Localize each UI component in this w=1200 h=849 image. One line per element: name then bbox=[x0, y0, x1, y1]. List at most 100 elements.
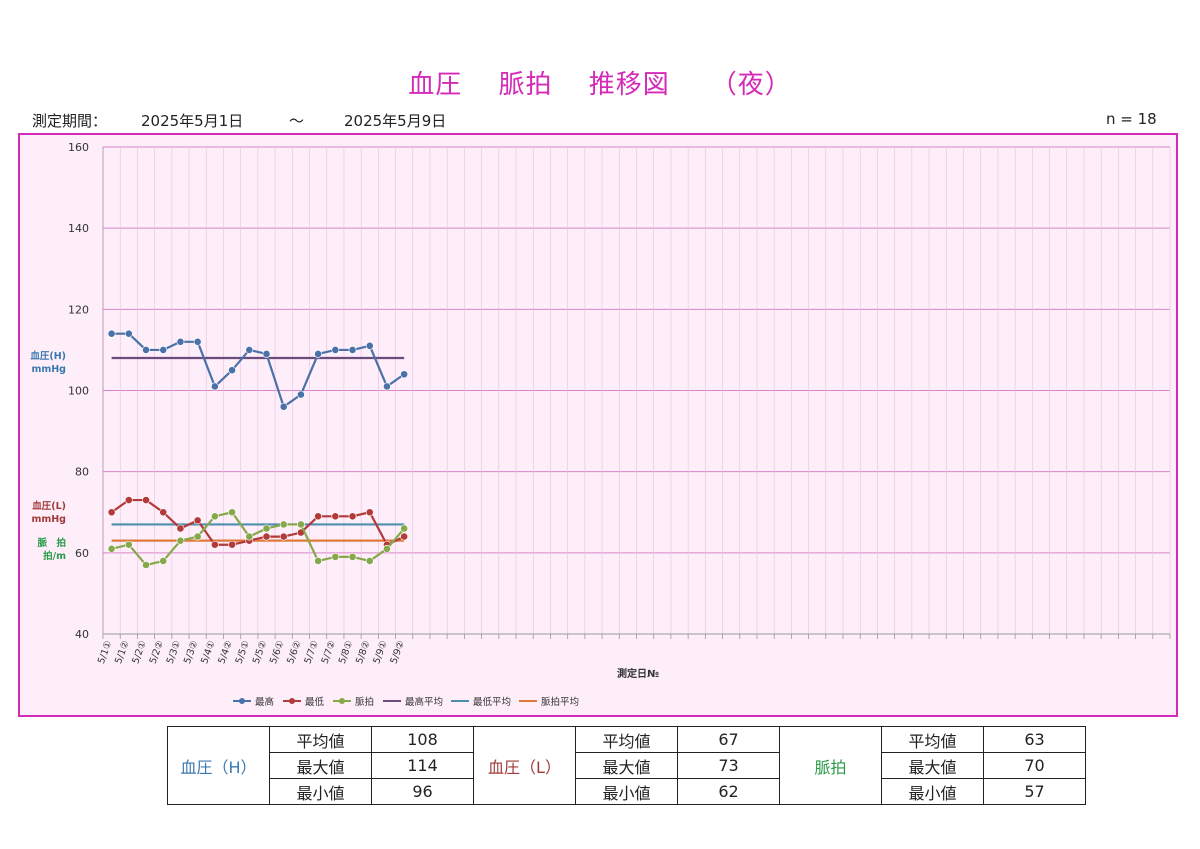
data-point bbox=[245, 532, 254, 541]
y-axis-label: 拍/m bbox=[43, 550, 66, 562]
stats-label: 最大値 bbox=[269, 752, 372, 779]
x-tick-label: 5/9① bbox=[371, 639, 389, 665]
x-tick-label: 5/1① bbox=[96, 639, 114, 665]
data-point bbox=[348, 346, 357, 354]
y-tick-label: 100 bbox=[68, 385, 89, 398]
data-point bbox=[159, 557, 168, 565]
data-point bbox=[297, 520, 305, 529]
y-tick-label: 140 bbox=[68, 222, 89, 235]
data-point bbox=[228, 540, 236, 549]
x-tick-label: 5/6② bbox=[285, 639, 303, 665]
legend-label: 最高 bbox=[255, 696, 274, 708]
data-point bbox=[193, 337, 202, 346]
stats-value: 108 bbox=[371, 726, 474, 753]
x-tick-label: 5/4① bbox=[199, 639, 217, 665]
page-title: 血圧 脈拍 推移図 （夜） bbox=[408, 70, 792, 100]
stats-table: 血圧（H） 平均値 108 血圧（L） 平均値 67 脈拍 平均値 63 最大値… bbox=[167, 726, 1086, 805]
data-point bbox=[297, 390, 305, 399]
x-axis-label: 測定日№ bbox=[617, 667, 659, 680]
data-point bbox=[383, 382, 391, 391]
stats-group-low: 血圧（L） bbox=[473, 726, 576, 805]
x-tick-label: 5/5② bbox=[251, 639, 269, 665]
data-point bbox=[279, 402, 288, 411]
data-point bbox=[331, 346, 340, 354]
period-label: 測定期間： bbox=[32, 112, 108, 130]
y-tick-label: 40 bbox=[75, 628, 89, 641]
y-axis-label: 脈 拍 bbox=[37, 537, 66, 549]
stats-label: 最小値 bbox=[269, 778, 372, 805]
stats-label: 最小値 bbox=[881, 778, 984, 805]
x-tick-label: 5/8① bbox=[337, 639, 355, 665]
data-point bbox=[262, 532, 271, 541]
data-point bbox=[314, 350, 323, 358]
data-point bbox=[314, 512, 323, 521]
legend-marker bbox=[289, 698, 295, 704]
data-point bbox=[348, 512, 357, 521]
data-point bbox=[142, 496, 150, 504]
data-point bbox=[331, 552, 340, 561]
sample-count: n = 18 bbox=[1106, 110, 1157, 128]
data-point bbox=[228, 508, 236, 517]
period-start: 2025年5月1日 bbox=[141, 112, 244, 130]
data-point bbox=[142, 561, 150, 569]
stats-value: 114 bbox=[371, 752, 474, 779]
stats-label: 平均値 bbox=[269, 726, 372, 753]
data-point bbox=[383, 544, 391, 553]
x-tick-label: 5/3① bbox=[165, 639, 183, 665]
legend-marker bbox=[339, 698, 345, 704]
stats-value: 73 bbox=[677, 752, 780, 779]
x-tick-label: 5/4② bbox=[216, 639, 234, 665]
data-point bbox=[365, 341, 374, 350]
data-point bbox=[210, 382, 219, 391]
legend-label: 脈拍平均 bbox=[541, 696, 579, 708]
data-point bbox=[228, 366, 236, 375]
data-point bbox=[400, 532, 409, 541]
data-point bbox=[107, 508, 116, 517]
period-end: 2025年5月9日 bbox=[344, 112, 447, 130]
data-point bbox=[348, 552, 357, 561]
y-axis-label: mmHg bbox=[31, 514, 66, 525]
y-tick-label: 160 bbox=[68, 141, 89, 154]
x-tick-label: 5/3② bbox=[182, 639, 200, 665]
data-point bbox=[331, 512, 340, 521]
data-point bbox=[124, 540, 133, 549]
stats-label: 平均値 bbox=[575, 726, 678, 753]
x-tick-label: 5/2① bbox=[130, 639, 148, 665]
data-point bbox=[193, 532, 202, 541]
data-point bbox=[193, 516, 202, 525]
x-tick-label: 5/1② bbox=[113, 639, 131, 665]
data-point bbox=[262, 350, 271, 358]
data-point bbox=[176, 524, 185, 533]
y-axis-label: mmHg bbox=[31, 364, 66, 375]
data-point bbox=[176, 337, 185, 346]
x-tick-label: 5/9② bbox=[389, 639, 407, 665]
stats-label: 平均値 bbox=[881, 726, 984, 753]
x-tick-label: 5/7① bbox=[302, 639, 320, 665]
stats-value: 62 bbox=[677, 778, 780, 805]
data-point bbox=[107, 544, 116, 553]
data-point bbox=[245, 346, 254, 354]
data-point bbox=[365, 557, 374, 565]
data-point bbox=[400, 524, 409, 533]
x-tick-label: 5/7② bbox=[320, 639, 338, 665]
legend-label: 脈拍 bbox=[355, 696, 374, 708]
data-point bbox=[107, 329, 116, 338]
stats-group-pulse: 脈拍 bbox=[779, 726, 882, 805]
stats-value: 67 bbox=[677, 726, 780, 753]
legend-marker bbox=[239, 698, 245, 704]
x-tick-label: 5/2② bbox=[148, 639, 166, 665]
stats-group-high: 血圧（H） bbox=[167, 726, 270, 805]
data-point bbox=[262, 524, 271, 533]
period-separator: ～ bbox=[289, 112, 305, 130]
y-axis-label: 血圧(H) bbox=[30, 350, 66, 362]
data-point bbox=[142, 346, 150, 354]
y-tick-label: 120 bbox=[68, 303, 89, 316]
data-point bbox=[159, 508, 168, 517]
data-point bbox=[159, 346, 168, 354]
y-tick-label: 60 bbox=[75, 547, 89, 560]
x-tick-label: 5/8② bbox=[354, 639, 372, 665]
data-point bbox=[279, 532, 288, 541]
y-tick-label: 80 bbox=[75, 466, 89, 479]
data-point bbox=[314, 557, 323, 565]
y-axis-label: 血圧(L) bbox=[32, 500, 66, 512]
